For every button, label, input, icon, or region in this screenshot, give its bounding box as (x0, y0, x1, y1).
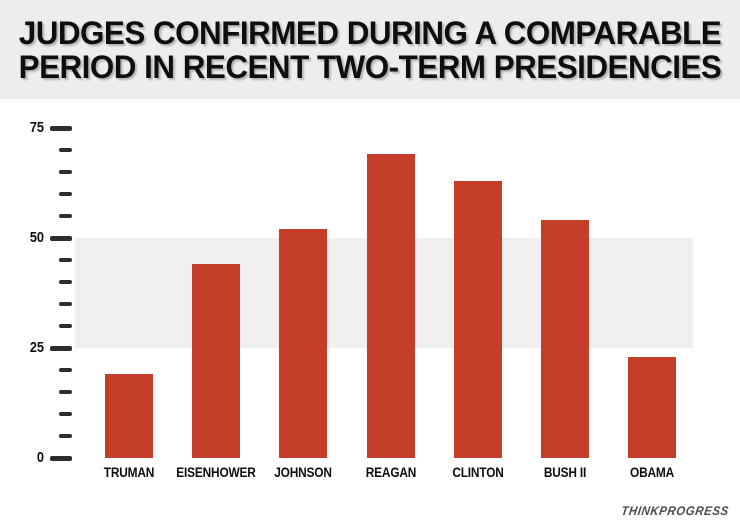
x-axis-label-clinton: CLINTON (452, 465, 504, 480)
bar-truman (105, 374, 153, 458)
y-axis-minor-tick (59, 170, 72, 174)
y-axis-minor-tick (59, 412, 72, 416)
y-axis-minor-tick (59, 434, 72, 438)
y-axis-tick-label: 50 (29, 229, 44, 246)
y-axis-minor-tick (59, 148, 72, 152)
bar-johnson (279, 229, 328, 458)
chart-title-band: JUDGES CONFIRMED DURING A COMPARABLE PER… (0, 0, 740, 99)
plot-area: 0 25 50 75 TRUMAN EISENHOWER JOHNSON REAGAN CLIN… (0, 99, 740, 532)
thinkprogress-logo: THINKPROGRESS (620, 504, 730, 518)
y-axis-major-tick (50, 455, 72, 461)
y-axis-minor-tick (59, 302, 72, 306)
bar-bush-ii (541, 220, 589, 458)
y-axis-minor-tick (59, 280, 72, 284)
y-axis-major-tick (50, 345, 72, 351)
y-axis-minor-tick (59, 192, 72, 196)
bar-clinton (453, 180, 502, 458)
y-axis-minor-tick (59, 214, 72, 218)
x-axis-label-eisenhower: EISENHOWER (176, 465, 256, 480)
y-axis-tick-label: 0 (36, 449, 44, 466)
y-axis-minor-tick (59, 368, 72, 372)
bar-eisenhower (192, 264, 241, 458)
y-axis-tick-label: 75 (29, 119, 44, 136)
chart-title-line-1: JUDGES CONFIRMED DURING A COMPARABLE (18, 15, 722, 51)
chart-title-line-2: PERIOD IN RECENT TWO-TERM PRESIDENCIES (18, 49, 722, 85)
y-axis-minor-tick (59, 324, 72, 328)
bar-obama (628, 356, 677, 458)
x-axis-label-truman: TRUMAN (103, 465, 155, 480)
x-axis-label-reagan: REAGAN (365, 465, 416, 480)
y-axis-minor-tick (59, 258, 72, 262)
y-axis-minor-tick (59, 390, 72, 394)
y-axis-major-tick (50, 235, 72, 241)
x-axis-label-johnson: JOHNSON (274, 465, 333, 480)
y-axis-tick-label: 25 (29, 339, 44, 356)
x-axis-label-obama: OBAMA (630, 465, 675, 480)
y-axis-major-tick (50, 125, 72, 131)
bar-reagan (366, 154, 415, 458)
x-axis-label-bush-ii: BUSH II (543, 465, 587, 480)
